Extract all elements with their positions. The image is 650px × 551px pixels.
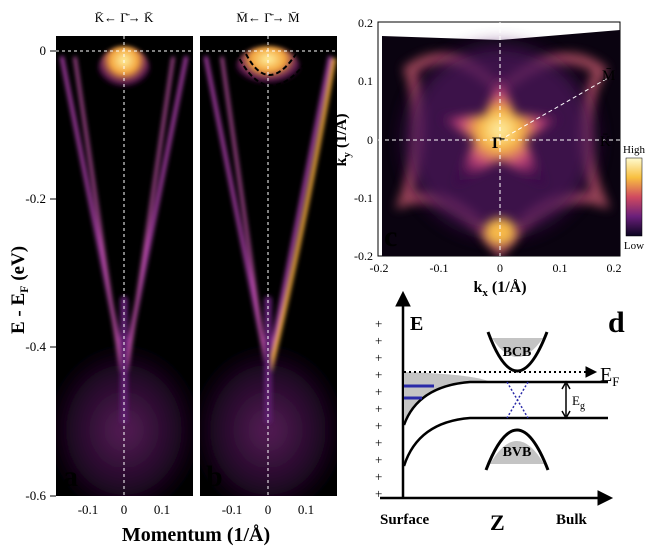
panel-b-band-right-bright: [266, 58, 336, 382]
panel-d-bvb-label: BVB: [503, 445, 532, 460]
panel-d-z-arrow: [597, 490, 614, 506]
panel-b-band-left: [220, 56, 270, 382]
panel-c-y-ticks: 0.2 0.1 0 -0.1 -0.2: [354, 16, 373, 263]
x-tick-label: -0.1: [222, 502, 243, 517]
x-tick-label: 0.1: [154, 502, 170, 517]
panel-c: Γ̄ M̄ K̄ c 0.2 0.1 0 -0.1 -0.2 -0.2 -0.1…: [332, 16, 646, 299]
x-tick-label: -0.2: [370, 261, 389, 275]
panel-d-e-axis-label: E: [410, 313, 423, 335]
y-tick-label: 0.2: [358, 16, 373, 30]
x-tick-label: 0.1: [298, 502, 314, 517]
panel-b-guide-outer: [235, 51, 313, 87]
svg-text:+: +: [375, 486, 382, 501]
panel-d-bcb-shape: [492, 338, 543, 357]
x-tick-label: 0.2: [607, 261, 622, 275]
panel-d-surface-label: Surface: [380, 512, 429, 528]
y-tick-label: -0.2: [354, 249, 373, 263]
svg-text:+: +: [375, 418, 382, 433]
svg-text:+: +: [375, 452, 382, 467]
y-tick-label: -0.1: [354, 191, 373, 205]
panel-d-labels: E d BCB BVB EF Eg Surface Z Bulk: [380, 306, 625, 535]
panel-a-y-ticks: 0 -0.2 -0.4 -0.6: [25, 43, 56, 503]
panel-d-gap-arrow-bottom: [561, 410, 571, 420]
y-tick-label: 0: [367, 133, 373, 147]
panel-d-bvb-parabola: [484, 428, 550, 471]
panel-c-letter: c: [384, 220, 397, 253]
panel-a-y-axis-label: E - EF (eV): [8, 246, 31, 334]
panel-b-dirac-cone-right: [266, 56, 332, 372]
panel-d-bcb-parabola: [486, 331, 549, 373]
panel-a-x-ticks: -0.1 0 0.1: [78, 502, 170, 517]
svg-text:+: +: [375, 469, 382, 484]
panel-c-y-axis-label: ky (1/Å): [332, 113, 353, 166]
svg-text:+: +: [375, 367, 382, 382]
svg-text:+: +: [375, 350, 382, 365]
panel-b-x-ticks: -0.1 0 0.1: [222, 502, 314, 517]
panel-a-band-left: [73, 56, 126, 392]
y-tick-label: 0: [40, 43, 47, 58]
svg-text:+: +: [375, 401, 382, 416]
panel-c-x-ticks: -0.2 -0.1 0 0.1 0.2: [370, 261, 622, 275]
y-tick-label: -0.2: [25, 191, 46, 206]
svg-text:+: +: [375, 435, 382, 450]
y-tick-label: -0.6: [25, 488, 46, 503]
svg-text:+: +: [375, 316, 382, 331]
panel-a-surface-state-pocket: [98, 46, 150, 94]
colorbar-high-label: High: [623, 144, 646, 156]
panel-c-k-point: K̄: [600, 134, 611, 150]
panel-d-conduction-band-edge: [402, 380, 608, 426]
panel-d-energy-arrow: [395, 290, 411, 307]
x-tick-label: -0.1: [78, 502, 99, 517]
panel-c-m-point: M̄: [602, 68, 615, 84]
panel-d: + + + + + + + + + + +: [375, 290, 614, 506]
shared-x-axis-label: Momentum (1/Å): [122, 523, 270, 546]
svg-text:+: +: [375, 384, 382, 399]
panel-d-surface-charges: + + + + + + + + + + +: [375, 316, 382, 501]
panel-a-band-right: [122, 56, 175, 392]
panel-a-letter: a: [63, 460, 78, 493]
panel-d-fermi-label: EF: [600, 364, 619, 389]
panel-b-guide-inner: [245, 53, 297, 76]
x-tick-label: 0: [497, 261, 503, 275]
panel-d-bvb-shape: [490, 441, 544, 464]
panel-d-valence-band-edge: [402, 416, 608, 467]
panel-a-direction: K̄← Γ̄→ K̄: [95, 10, 154, 25]
svg-text:+: +: [375, 333, 382, 348]
panel-b-direction: M̄← Γ̄→ M̄: [236, 10, 300, 25]
panel-d-gap-label: Eg: [572, 393, 585, 412]
panel-c-colorbar: [625, 157, 643, 237]
panel-d-fermi-arrow: [585, 366, 598, 378]
panel-c-x-axis-label: kx (1/Å): [473, 278, 526, 299]
panel-c-gamma-point: Γ̄: [492, 135, 505, 152]
panel-d-bcb-label: BCB: [503, 345, 532, 360]
y-tick-label: -0.4: [25, 339, 46, 354]
panel-d-letter: d: [608, 306, 625, 339]
panel-d-dirac-cross: [506, 381, 529, 419]
x-tick-label: 0: [121, 502, 128, 517]
panel-d-z-label: Z: [490, 510, 505, 535]
colorbar-low-label: Low: [624, 240, 644, 252]
panel-b-letter: b: [206, 460, 223, 493]
panel-d-bulk-label: Bulk: [556, 512, 588, 528]
x-tick-label: 0.1: [553, 261, 568, 275]
panel-d-gap-arrow-top: [561, 380, 571, 390]
panel-a: a K̄← Γ̄→ K̄ 0 -0.2 -0.4 -0.6 -0.1 0 0.1…: [8, 10, 193, 517]
x-tick-label: 0: [265, 502, 272, 517]
x-tick-label: -0.1: [430, 261, 449, 275]
panel-b: b M̄← Γ̄→ M̄ -0.1 0 0.1: [200, 10, 337, 517]
y-tick-label: 0.1: [358, 74, 373, 88]
